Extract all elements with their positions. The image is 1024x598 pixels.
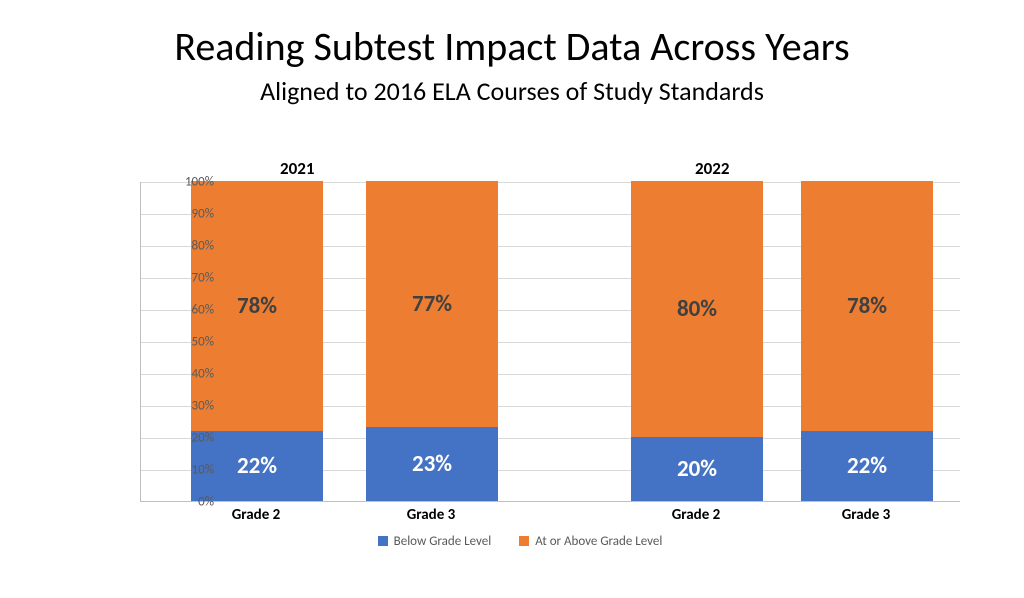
y-tick-label: 30% [154, 399, 214, 414]
x-category-label: Grade 2 [630, 506, 762, 524]
bar-value-label: 20% [677, 455, 717, 483]
bar-value-label: 78% [847, 292, 887, 320]
y-tick-label: 100% [154, 175, 214, 190]
bar-segment: 23% [366, 427, 498, 501]
legend-item: At or Above Grade Level [519, 534, 662, 549]
y-tick-label: 20% [154, 431, 214, 446]
bar-segment: 78% [801, 181, 933, 431]
y-tick-label: 50% [154, 335, 214, 350]
bar-value-label: 77% [412, 290, 452, 318]
y-tick-label: 90% [154, 207, 214, 222]
legend: Below Grade Level At or Above Grade Level [70, 532, 970, 551]
x-category-label: Grade 2 [190, 506, 322, 524]
y-tick-label: 80% [154, 239, 214, 254]
bar-segment: 80% [631, 181, 763, 437]
y-tick-label: 40% [154, 367, 214, 382]
group-label: 2021 [280, 158, 314, 179]
x-category-label: Grade 3 [365, 506, 497, 524]
x-category-label: Grade 3 [800, 506, 932, 524]
bar: 22% 78% [801, 181, 933, 501]
legend-label: At or Above Grade Level [535, 534, 662, 549]
legend-label: Below Grade Level [394, 534, 492, 549]
bar-segment: 20% [631, 437, 763, 501]
bar-value-label: 80% [677, 295, 717, 323]
bar: 20% 80% [631, 181, 763, 501]
bar-value-label: 78% [237, 292, 277, 320]
group-label: 2022 [695, 158, 729, 179]
bar-segment: 77% [366, 181, 498, 427]
bar: 23% 77% [366, 181, 498, 501]
legend-item: Below Grade Level [378, 534, 492, 549]
y-tick-label: 10% [154, 463, 214, 478]
bar-value-label: 22% [237, 452, 277, 480]
chart-container: 22%78%23%77%20%80%22%78% 0%10%20%30%40%5… [70, 162, 970, 582]
y-tick-label: 70% [154, 271, 214, 286]
plot-area: 22% 78% 23% 77% 20% 80% 22% 78% [140, 182, 960, 502]
page-title: Reading Subtest Impact Data Across Years [0, 22, 1024, 71]
legend-swatch [378, 536, 388, 546]
bar-segment: 22% [801, 431, 933, 501]
legend-swatch [519, 536, 529, 546]
bar-value-label: 22% [847, 452, 887, 480]
page-subtitle: Aligned to 2016 ELA Courses of Study Sta… [0, 75, 1024, 107]
bar-value-label: 23% [412, 450, 452, 478]
y-tick-label: 60% [154, 303, 214, 318]
